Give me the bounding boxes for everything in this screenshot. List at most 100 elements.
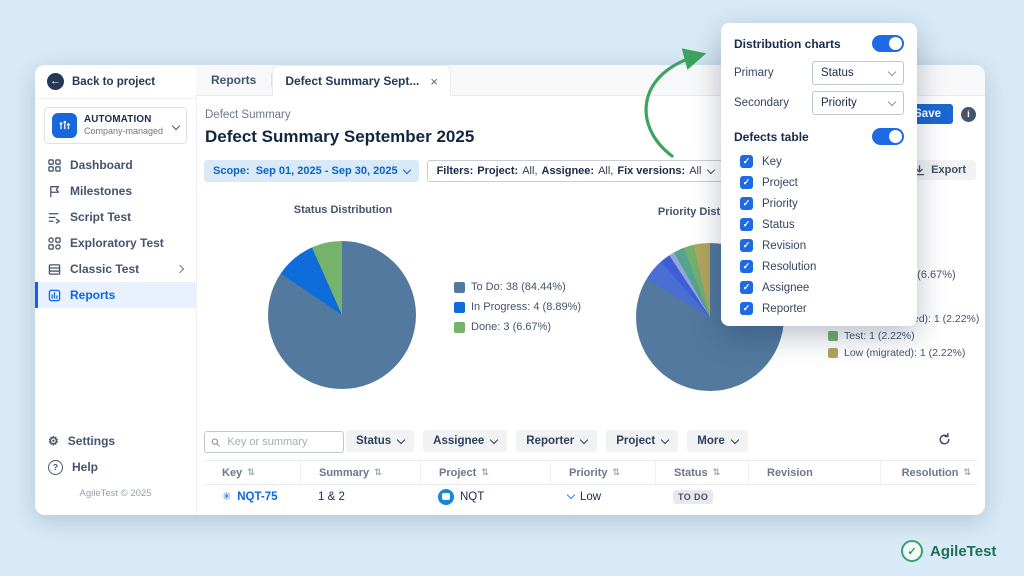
priority-legend-partial-row: 3 (6.67%) [908, 269, 956, 281]
sidebar-item-settings[interactable]: ⚙ Settings [35, 428, 196, 454]
refresh-icon[interactable] [938, 433, 951, 451]
checkbox-priority[interactable]: ✓ [740, 197, 753, 210]
assignee-filter-button[interactable]: Assignee [423, 430, 508, 452]
sidebar-item-label: Dashboard [70, 158, 133, 172]
priority-low-icon [566, 490, 576, 500]
dashboard-icon [48, 158, 61, 172]
checkbox-label: Reporter [762, 302, 807, 315]
checkbox-row-project: ✓ Project [734, 173, 904, 192]
project-avatar-icon [438, 488, 454, 505]
bar-chart-icon [48, 289, 61, 301]
checkbox-row-resolution: ✓ Resolution [734, 257, 904, 276]
sidebar-footer: AgileTest © 2025 [79, 488, 152, 499]
sort-icon[interactable]: ⇅ [963, 467, 971, 477]
tab-label: Reports [211, 73, 257, 87]
filters-label: Filters: [436, 165, 474, 177]
grid-icon [48, 236, 61, 250]
sidebar-item-exploratory-test[interactable]: Exploratory Test [35, 230, 196, 256]
filters-dropdown[interactable]: Filters: Project: All, Assignee: All, Fi… [426, 160, 725, 182]
distribution-charts-toggle[interactable] [872, 35, 904, 52]
column-header-summary[interactable]: Summary ⇅ [300, 461, 420, 484]
scope-dropdown[interactable]: Scope: Sep 01, 2025 - Sep 30, 2025 [204, 160, 419, 182]
column-header-key[interactable]: Key ⇅ [204, 461, 300, 484]
search-input[interactable] [225, 435, 337, 449]
checkbox-assignee[interactable]: ✓ [740, 281, 753, 294]
sort-icon[interactable]: ⇅ [374, 467, 382, 477]
status-badge: TO DO [673, 489, 714, 504]
sort-icon[interactable]: ⇅ [712, 467, 721, 477]
sidebar-item-milestones[interactable]: Milestones [35, 178, 196, 204]
legend-swatch [454, 281, 465, 293]
back-to-project[interactable]: ← Back to project [35, 65, 196, 99]
checkbox-key[interactable]: ✓ [740, 155, 753, 168]
column-header-priority[interactable]: Priority ⇅ [550, 461, 655, 484]
checkbox-revision[interactable]: ✓ [740, 239, 753, 252]
project-selector[interactable]: AUTOMATION Company-managed [44, 107, 187, 144]
project-name: AUTOMATION [84, 113, 152, 125]
checkbox-resolution[interactable]: ✓ [740, 260, 753, 273]
column-header-status[interactable]: Status ⇅ [655, 461, 748, 484]
scope-label: Scope: [213, 165, 250, 177]
chevron-down-icon [171, 121, 181, 130]
chevron-down-icon [579, 435, 589, 445]
more-filter-button[interactable]: More [687, 430, 748, 452]
sidebar-item-dashboard[interactable]: Dashboard [35, 152, 196, 178]
filter-key: Assignee: [541, 165, 595, 177]
legend-text: Test: 1 (2.22%) [844, 330, 915, 342]
checkbox-status[interactable]: ✓ [740, 218, 753, 231]
logo-text: AgileTest [930, 542, 997, 560]
button-label: More [697, 435, 725, 447]
sort-icon[interactable]: ⇅ [612, 467, 621, 477]
secondary-select[interactable]: Priority [812, 91, 904, 115]
reporter-filter-button[interactable]: Reporter [516, 430, 598, 452]
sidebar-item-reports[interactable]: Reports [35, 282, 196, 308]
status-legend: To Do: 38 (84.44%) In Progress: 4 (8.89%… [454, 281, 581, 333]
export-button[interactable]: Export [904, 160, 976, 180]
sidebar-item-script-test[interactable]: Script Test [35, 204, 196, 230]
legend-text: Low (migrated): 1 (2.22%) [844, 347, 966, 359]
sidebar-item-classic-test[interactable]: Classic Test [35, 256, 196, 282]
column-header-revision[interactable]: Revision [748, 461, 880, 484]
issue-key-link[interactable]: NQT-75 [237, 490, 278, 503]
primary-select[interactable]: Status [812, 61, 904, 85]
table-row[interactable]: ✳ NQT-75 1 & 2 NQT Low TO DO [204, 483, 977, 510]
tab-reports[interactable]: Reports [196, 65, 271, 95]
checkbox-reporter[interactable]: ✓ [740, 302, 753, 315]
checkbox-row-reporter: ✓ Reporter [734, 299, 904, 318]
tab-divider [271, 73, 273, 87]
primary-label: Primary [734, 67, 774, 79]
sort-icon[interactable]: ⇅ [481, 467, 489, 477]
chevron-down-icon [660, 435, 670, 445]
checkbox-label: Assignee [762, 281, 810, 294]
check-circle-icon: ✓ [901, 540, 923, 562]
close-icon[interactable]: × [430, 73, 438, 89]
tab-defect-summary[interactable]: Defect Summary Sept... × [272, 65, 451, 96]
column-label: Resolution [901, 466, 959, 479]
status-pie-chart[interactable] [268, 241, 416, 389]
sidebar-item-label: Settings [67, 434, 116, 448]
button-label: Status [356, 435, 392, 447]
table-rows-icon [48, 263, 61, 275]
legend-text: Done: 3 (6.67%) [471, 321, 552, 333]
legend-text: In Progress: 4 (8.89%) [471, 301, 582, 313]
script-list-icon [48, 212, 60, 224]
sidebar: ← Back to project AUTOMATION Company-man… [35, 65, 197, 515]
project-filter-button[interactable]: Project [606, 430, 679, 452]
chevron-down-icon [887, 67, 897, 77]
sort-icon[interactable]: ⇅ [247, 467, 255, 477]
defects-table-toggle[interactable] [872, 128, 904, 145]
info-icon[interactable]: i [961, 106, 976, 122]
column-header-project[interactable]: Project ⇅ [420, 461, 550, 484]
checkbox-label: Status [762, 218, 795, 231]
status-filter-button[interactable]: Status [346, 430, 415, 452]
project-type: Company-managed [84, 125, 164, 136]
chevron-down-icon [402, 165, 411, 175]
display-settings-popup: Distribution charts Primary Status Secon… [721, 23, 917, 326]
flag-icon [50, 185, 60, 197]
legend-swatch [828, 348, 838, 358]
summary-cell: 1 & 2 [318, 490, 345, 503]
checkbox-project[interactable]: ✓ [740, 176, 753, 189]
chevron-down-icon [730, 435, 739, 445]
column-header-resolution[interactable]: Resolution ⇅ [880, 461, 977, 484]
sidebar-item-help[interactable]: ? Help [35, 454, 196, 480]
